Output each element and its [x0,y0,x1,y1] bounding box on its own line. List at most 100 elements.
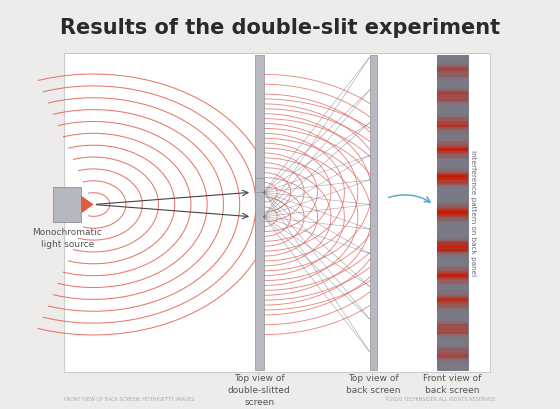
Bar [437,74,468,76]
Bar [437,182,468,184]
Bar [437,66,468,67]
Bar [437,70,468,72]
Bar [437,93,468,95]
Bar [437,122,468,124]
Bar [437,73,468,74]
Bar [255,192,264,370]
Bar [437,103,468,104]
Bar [437,117,468,119]
Bar [437,156,468,158]
Bar [437,55,468,370]
Bar [437,273,468,274]
Bar [437,361,468,362]
Bar [437,89,468,90]
Bar [437,75,468,77]
Bar [437,264,468,265]
Bar [437,256,468,258]
Bar [437,239,468,240]
Bar [437,335,468,336]
Bar [437,331,468,333]
Bar [437,344,468,345]
Bar [64,53,490,372]
Bar [437,278,468,279]
Text: Front view of
back screen: Front view of back screen [423,374,482,395]
Bar [437,339,468,341]
Bar [437,179,468,180]
Bar [437,322,468,324]
Bar [437,304,468,306]
Bar [437,149,468,151]
Bar [437,205,468,207]
Bar [437,298,468,300]
Bar [437,112,468,114]
Bar [437,180,468,182]
Bar [437,169,468,170]
Bar [437,357,468,359]
Polygon shape [81,196,94,213]
Bar [437,289,468,290]
Bar [437,352,468,353]
Text: Results of the double-slit experiment: Results of the double-slit experiment [60,18,500,38]
Bar [437,255,468,256]
Bar [437,349,468,351]
Bar [437,123,468,124]
Bar [437,330,468,331]
Bar [437,61,468,63]
Bar [437,125,468,127]
Bar [437,211,468,213]
Bar [437,332,468,334]
Bar [437,172,468,173]
Bar [255,55,264,231]
Bar [437,72,468,73]
Bar [437,248,468,249]
Bar [437,360,468,361]
Bar [437,284,468,286]
Bar [437,116,468,118]
Bar [437,186,468,187]
Bar [437,60,468,62]
Bar [437,364,468,366]
Bar [437,114,468,115]
Bar [437,238,468,239]
Bar [437,217,468,218]
Text: ©2020 TECHINSIDER ALL RIGHTS RESERVED: ©2020 TECHINSIDER ALL RIGHTS RESERVED [385,397,496,402]
Bar [437,216,468,217]
Bar [437,154,468,155]
Text: Interference pattern on back panel: Interference pattern on back panel [470,150,476,276]
Bar [437,272,468,273]
Bar [437,317,468,319]
Bar [437,301,468,303]
Bar [437,337,468,338]
Bar [437,77,468,79]
Bar [437,247,468,249]
Bar [437,212,468,214]
Bar [437,99,468,101]
Bar [437,267,468,269]
Bar [437,121,468,122]
Bar [437,279,468,280]
Bar [437,171,468,172]
Bar [437,329,468,330]
Bar [437,104,468,105]
Bar [437,336,468,337]
Bar [437,130,468,131]
Text: FRONT VIEW OF BACK SCREEN: HOTH/GETTY IMAGES: FRONT VIEW OF BACK SCREEN: HOTH/GETTY IM… [64,397,195,402]
Bar [437,119,468,121]
Bar [437,157,468,159]
Bar [437,243,468,245]
Bar [437,236,468,237]
Bar [437,187,468,188]
Bar [437,160,468,161]
Bar [437,221,468,223]
Bar [437,173,468,175]
Bar [437,174,468,176]
Bar [437,351,468,352]
Bar [437,126,468,128]
Bar [437,268,468,270]
Bar [437,308,468,310]
Bar [437,208,468,209]
Bar [437,319,468,320]
Bar [437,100,468,102]
Bar [437,271,468,272]
Bar [437,151,468,152]
